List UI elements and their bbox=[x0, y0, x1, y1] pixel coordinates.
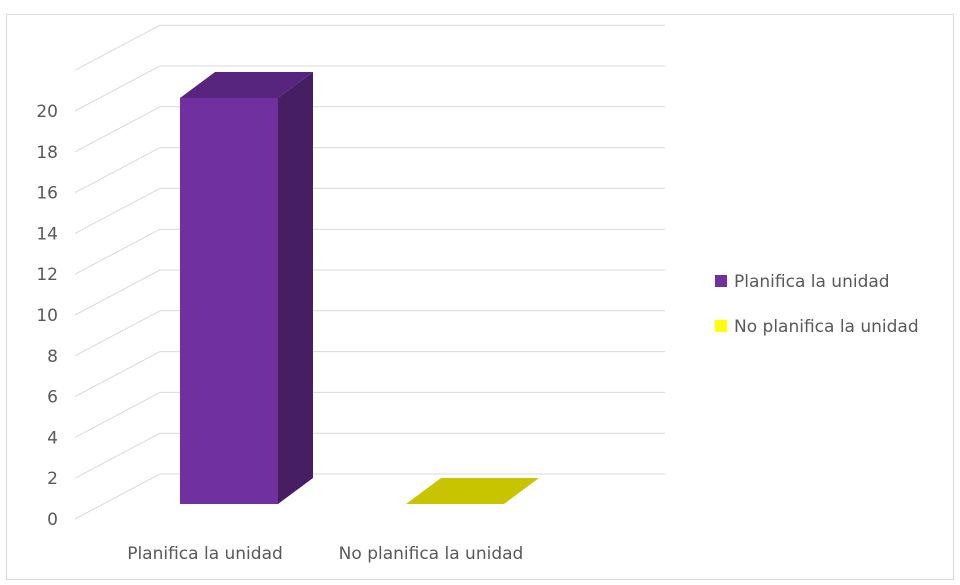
grid-diagonal-top bbox=[74, 24, 161, 71]
legend-marker bbox=[715, 320, 727, 332]
grid-diagonal-6 bbox=[74, 351, 161, 398]
x-category-label: No planifica la unidad bbox=[339, 544, 524, 564]
bars bbox=[180, 72, 539, 504]
y-tick-label: 4 bbox=[47, 428, 58, 448]
bar-1 bbox=[180, 72, 313, 504]
y-tick-label: 0 bbox=[47, 510, 58, 530]
legend-marker bbox=[715, 275, 727, 287]
y-tick-label: 18 bbox=[36, 143, 58, 163]
legend: Planifica la unidad No planifica la unida… bbox=[715, 272, 919, 337]
x-category-label: Planifica la unidad bbox=[127, 544, 283, 564]
legend-label: No planifica la unidad bbox=[734, 317, 919, 337]
y-tick-label: 10 bbox=[36, 306, 58, 326]
grid-diagonal-12 bbox=[74, 228, 161, 275]
bar-top-face bbox=[406, 478, 539, 504]
bar-top-face bbox=[180, 72, 313, 98]
grid-diagonal-10 bbox=[74, 269, 161, 316]
grid-diagonal-8 bbox=[74, 310, 161, 357]
y-tick-label: 2 bbox=[47, 469, 58, 489]
bar-2 bbox=[406, 478, 539, 504]
bar-side-face bbox=[278, 72, 313, 504]
category-labels: Planifica la unidad No planifica la unida… bbox=[127, 544, 523, 564]
legend-label: Planifica la unidad bbox=[734, 272, 890, 292]
y-tick-label: 16 bbox=[36, 184, 58, 204]
grid-diagonal-18 bbox=[74, 106, 161, 153]
bar-front-face bbox=[180, 98, 278, 504]
y-axis-ticks: 0 2 4 6 8 10 12 14 16 18 20 bbox=[36, 102, 58, 530]
y-tick-label: 8 bbox=[47, 347, 58, 367]
grid-diagonal-2 bbox=[74, 432, 161, 479]
y-tick-label: 6 bbox=[47, 388, 58, 408]
grid-diagonal-0 bbox=[74, 473, 161, 520]
grid-diagonal-4 bbox=[74, 391, 161, 438]
grid-diagonal-20 bbox=[74, 65, 161, 112]
chart-frame bbox=[6, 14, 954, 580]
y-tick-label: 20 bbox=[36, 102, 58, 122]
grid-diagonal-14 bbox=[74, 187, 161, 234]
grid-diagonal-16 bbox=[74, 147, 161, 194]
y-tick-label: 12 bbox=[36, 265, 58, 285]
y-tick-label: 14 bbox=[36, 224, 58, 244]
grid-lines bbox=[74, 24, 665, 520]
